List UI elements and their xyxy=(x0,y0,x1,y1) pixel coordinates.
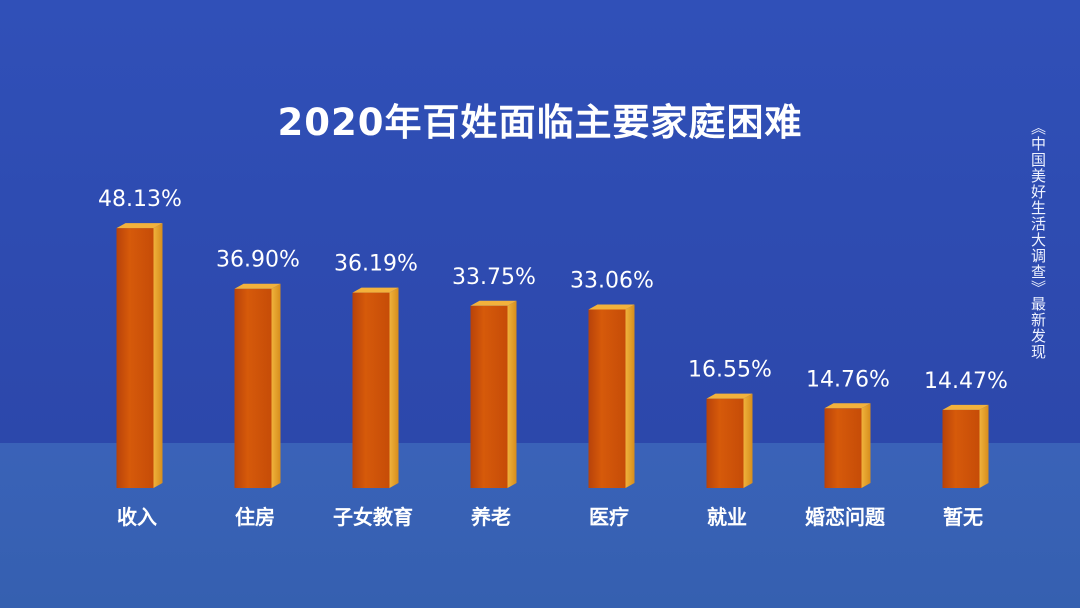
bar-side xyxy=(271,283,281,488)
bar xyxy=(942,409,980,488)
bar-side xyxy=(979,404,989,488)
bar-top xyxy=(706,393,753,399)
bar-group: 33.75% 养老 xyxy=(452,265,536,529)
bar-side xyxy=(861,403,871,488)
bar-group: 36.19% 子女教育 xyxy=(333,252,418,529)
source-note: 《中国美好生活大调查》最新发现 xyxy=(1029,120,1047,360)
category-label: 收入 xyxy=(117,505,157,529)
value-label: 14.47% xyxy=(924,369,1008,394)
bar-top xyxy=(234,283,281,289)
bar xyxy=(116,228,154,488)
bar xyxy=(824,408,862,488)
bar-group: 33.06% 医疗 xyxy=(570,268,654,529)
bar xyxy=(352,292,390,488)
bar-side xyxy=(507,300,517,488)
category-label: 婚恋问题 xyxy=(805,505,886,529)
bar xyxy=(706,398,744,488)
floor-band xyxy=(0,443,1080,608)
bar-top xyxy=(352,287,399,293)
category-label: 子女教育 xyxy=(333,505,413,529)
bar-side xyxy=(389,287,399,488)
bar-group: 36.90% 住房 xyxy=(216,248,300,529)
bar-top xyxy=(116,223,163,229)
value-label: 36.19% xyxy=(334,252,418,277)
value-label: 33.75% xyxy=(452,265,536,290)
bar-side xyxy=(625,304,635,488)
bar-group: 14.76% 婚恋问题 xyxy=(805,367,890,529)
value-label: 36.90% xyxy=(216,248,300,273)
bar-top xyxy=(588,304,635,310)
bar xyxy=(588,309,626,488)
value-label: 14.76% xyxy=(806,367,890,392)
bar xyxy=(234,288,272,488)
category-label: 暂无 xyxy=(943,505,983,529)
bar-top xyxy=(470,300,517,306)
bar-top xyxy=(942,404,989,410)
category-label: 就业 xyxy=(707,505,747,529)
bar-side xyxy=(743,393,753,488)
category-label: 住房 xyxy=(235,505,275,529)
value-label: 33.06% xyxy=(570,268,654,293)
bar-top xyxy=(824,403,871,409)
value-label: 16.55% xyxy=(688,358,772,383)
value-label: 48.13% xyxy=(98,187,182,212)
bar xyxy=(470,305,508,488)
bar-group: 48.13% 收入 xyxy=(98,187,182,529)
bar-side xyxy=(153,223,163,488)
chart-title: 2020年百姓面临主要家庭困难 xyxy=(277,101,803,144)
bar-group: 14.47% 暂无 xyxy=(924,369,1008,529)
bar-group: 16.55% 就业 xyxy=(688,358,772,529)
category-label: 养老 xyxy=(470,505,511,529)
category-label: 医疗 xyxy=(589,505,629,529)
